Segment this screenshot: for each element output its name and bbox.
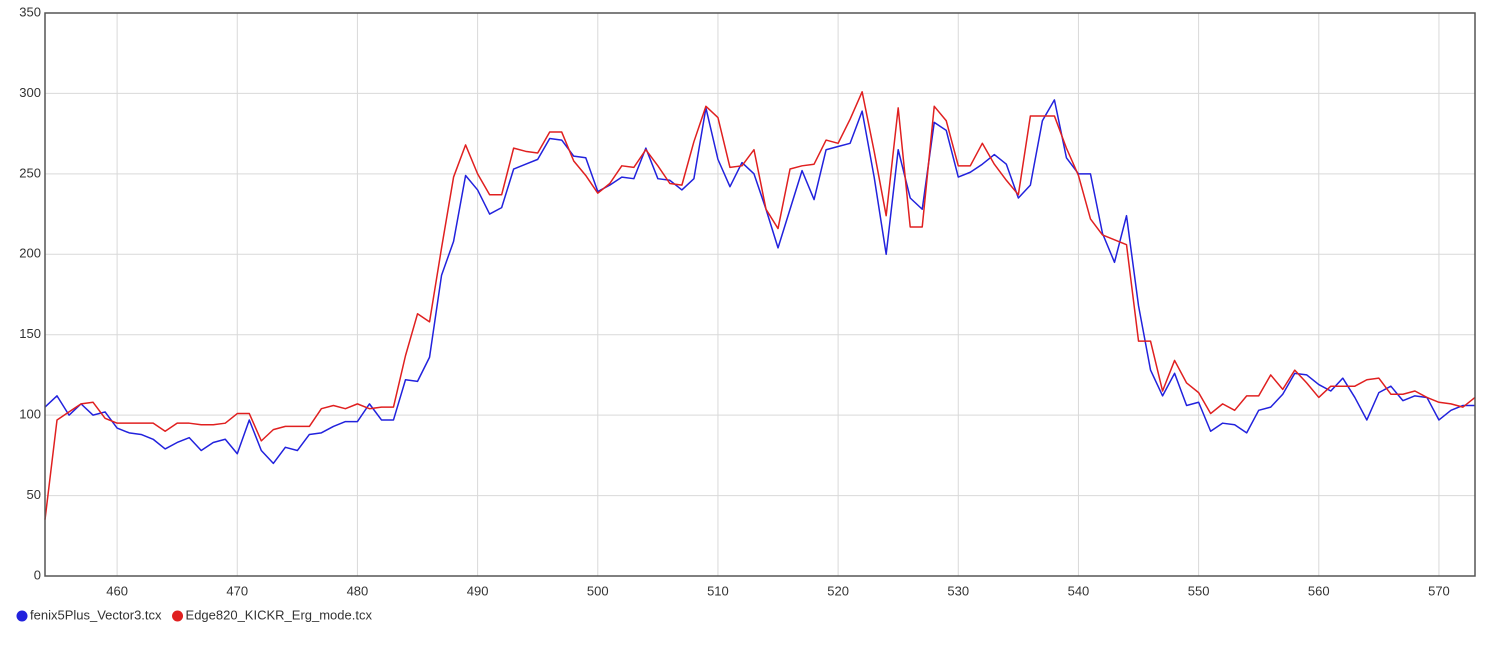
x-tick-label: 530 [947, 583, 969, 598]
x-tick-label: 550 [1188, 583, 1210, 598]
series-line [44, 99, 1475, 465]
y-tick-label: 200 [19, 246, 41, 261]
x-tick-label: 490 [467, 583, 489, 598]
x-tick-label: 470 [226, 583, 248, 598]
x-tick-label: 510 [707, 583, 729, 598]
y-tick-label: 100 [19, 407, 41, 422]
x-tick-label: 460 [106, 583, 128, 598]
y-tick-label: 250 [19, 165, 41, 180]
plot-frame [44, 12, 1476, 577]
series-line [44, 91, 1476, 520]
x-tick-label: 570 [1428, 583, 1450, 598]
y-tick-label: 0 [34, 567, 41, 582]
legend-marker [16, 610, 28, 622]
legend-label: fenix5Plus_Vector3.tcx [30, 607, 162, 622]
y-tick-label: 50 [27, 487, 41, 502]
y-tick-label: 150 [19, 326, 41, 341]
legend-label: Edge820_KICKR_Erg_mode.tcx [186, 607, 373, 622]
y-tick-label: 300 [19, 85, 41, 100]
x-tick-label: 480 [347, 583, 369, 598]
x-tick-label: 500 [587, 583, 609, 598]
y-tick-label: 350 [19, 4, 41, 19]
x-tick-label: 520 [827, 583, 849, 598]
x-tick-label: 560 [1308, 583, 1330, 598]
legend-marker [172, 610, 184, 622]
x-tick-label: 540 [1068, 583, 1090, 598]
